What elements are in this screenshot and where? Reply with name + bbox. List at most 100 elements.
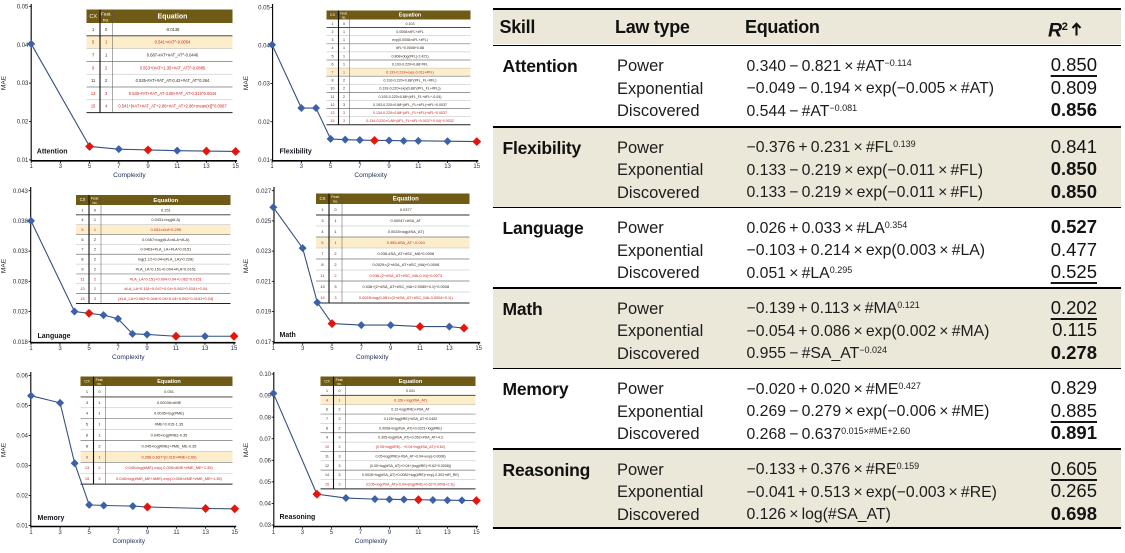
svg-text:0: 0 xyxy=(94,207,97,212)
svg-text:5: 5 xyxy=(330,530,334,536)
svg-text:3: 3 xyxy=(321,218,323,223)
svg-text:1: 1 xyxy=(334,229,336,234)
svg-text:0.018: 0.018 xyxy=(13,340,29,346)
svg-text:0.0431×log(#LA): 0.0431×log(#LA) xyxy=(151,217,181,222)
svg-text:0.036-#SA_AT+#SC_MA^0.0008: 0.036-#SA_AT+#SC_MA^0.0008 xyxy=(377,251,434,256)
svg-text:0.133-0.219×exp(-0.011×#FL): 0.133-0.219×exp(-0.011×#FL) xyxy=(386,70,434,74)
svg-text:0.045×log(#ME)-0.35: 0.045×log(#ME)-0.35 xyxy=(151,432,188,437)
svg-text:15: 15 xyxy=(231,530,238,536)
svg-text:3: 3 xyxy=(339,454,341,458)
svg-text:2: 2 xyxy=(343,79,345,83)
svg-text:0.036-(2+#SA_AT+#SC_MA-0.04)^0: 0.036-(2+#SA_AT+#SC_MA-0.04)^0.0073 xyxy=(369,273,442,278)
svg-text:9: 9 xyxy=(389,346,393,352)
svg-text:15: 15 xyxy=(231,346,238,352)
svg-text:0.0028+log(#SA_AT)+0.0082+log(: 0.0028+log(#SA_AT)+0.0082+log(#RE)+exp(-… xyxy=(362,473,459,477)
svg-text:Complexity: Complexity xyxy=(112,538,145,545)
svg-text:11: 11 xyxy=(173,346,180,352)
svg-text:0.12+log(#RE)+#SA_AT: 0.12+log(#RE)+#SA_AT xyxy=(391,408,430,412)
svg-text:3: 3 xyxy=(339,445,341,449)
svg-text:0: 0 xyxy=(98,389,101,394)
svg-text:no.: no. xyxy=(337,382,342,386)
svg-text:1: 1 xyxy=(105,52,108,57)
svg-text:1: 1 xyxy=(81,207,83,212)
svg-text:1: 1 xyxy=(343,54,345,58)
svg-text:5: 5 xyxy=(321,240,323,245)
svg-text:5: 5 xyxy=(330,346,334,352)
svg-text:0.00035×#ME: 0.00035×#ME xyxy=(157,400,182,405)
svg-text:2: 2 xyxy=(105,65,108,70)
svg-text:0.05: 0.05 xyxy=(258,5,270,11)
svg-text:2: 2 xyxy=(332,30,334,34)
svg-text:0.033: 0.033 xyxy=(13,249,29,255)
svg-text:MAE: MAE xyxy=(243,442,250,457)
svg-text:0.028: 0.028 xyxy=(13,279,29,285)
svg-text:2: 2 xyxy=(339,408,341,412)
svg-text:11: 11 xyxy=(91,78,96,83)
svg-text:#ME^0.015-1.35: #ME^0.015-1.35 xyxy=(155,422,183,427)
svg-text:Equation: Equation xyxy=(157,379,181,385)
svg-text:2: 2 xyxy=(94,237,96,242)
svg-text:3: 3 xyxy=(339,464,341,468)
svg-text:5: 5 xyxy=(332,54,334,58)
svg-text:2: 2 xyxy=(339,426,341,430)
svg-text:11: 11 xyxy=(415,530,422,536)
svg-text:0.045×log(#ME)+#ME_ME-0.35: 0.045×log(#ME)+#ME_ME-0.35 xyxy=(142,443,197,448)
svg-text:3: 3 xyxy=(94,296,96,301)
svg-text:log(1.12+0.04×(#LA_LA)^0.228): log(1.12+0.04×(#LA_LA)^0.228) xyxy=(138,257,194,262)
svg-text:0.0008×#FL+#FL: 0.0008×#FL+#FL xyxy=(396,30,424,34)
svg-text:2: 2 xyxy=(98,465,100,470)
svg-text:9: 9 xyxy=(145,346,149,352)
svg-text:Complexity: Complexity xyxy=(356,354,389,361)
svg-text:3: 3 xyxy=(86,400,88,405)
svg-text:Equation: Equation xyxy=(153,198,178,204)
svg-text:14: 14 xyxy=(320,295,325,300)
svg-text:8: 8 xyxy=(326,426,328,430)
svg-text:Memory: Memory xyxy=(38,515,65,522)
svg-text:2: 2 xyxy=(334,262,336,267)
svg-text:0.021: 0.021 xyxy=(256,279,272,285)
svg-text:7: 7 xyxy=(360,346,364,352)
svg-text:0.017: 0.017 xyxy=(256,340,272,346)
svg-text:no.: no. xyxy=(103,17,110,22)
svg-text:Complexity: Complexity xyxy=(113,172,146,179)
svg-text:(0.05+log(#RE)...+0.04+log(#SA: (0.05+log(#RE)...+0.04+log(#SA_AT)+0.62) xyxy=(376,445,445,449)
svg-text:4: 4 xyxy=(86,411,89,416)
svg-text:0.10: 0.10 xyxy=(259,372,271,378)
svg-text:0.045×log(#ME_ME+#ME)-exp(-0.0: 0.045×log(#ME_ME+#ME)-exp(-0.005×#ME+#ME… xyxy=(116,476,222,481)
svg-text:0.05: 0.05 xyxy=(17,4,29,10)
svg-text:0.0457×log(#LA×#LA+#LA): 0.0457×log(#LA×#LA+#LA) xyxy=(142,237,190,242)
svg-text:9: 9 xyxy=(146,164,150,170)
svg-text:Complexity: Complexity xyxy=(355,538,388,545)
svg-text:no.: no. xyxy=(342,15,347,19)
svg-text:0.01: 0.01 xyxy=(258,158,270,164)
svg-text:#LA_LA^0.151+0.047+0.04+0.062^: #LA_LA^0.151+0.047+0.04+0.062^0.0151+0.0… xyxy=(124,286,208,291)
svg-text:15: 15 xyxy=(325,482,329,486)
svg-text:2: 2 xyxy=(339,417,341,421)
svg-text:15: 15 xyxy=(473,164,480,170)
svg-text:3: 3 xyxy=(58,530,62,536)
svg-text:(0.05+log(#SA_AT)+0.04+(log(#R: (0.05+log(#SA_AT)+0.04+(log(#RE)+0.62^0.… xyxy=(370,464,451,468)
svg-text:1: 1 xyxy=(98,411,100,416)
svg-text:13: 13 xyxy=(91,91,96,96)
svg-text:9: 9 xyxy=(388,530,392,536)
svg-text:0.036+(2+#SA_AT+#SC_MA+2.0085+: 0.036+(2+#SA_AT+#SC_MA+2.0085+0.1)^0.000… xyxy=(362,284,449,289)
svg-text:1: 1 xyxy=(270,164,274,170)
svg-text:0.553+(#AT+1.35+#AT_AT)^-0.088: 0.553+(#AT+1.35+#AT_AT)^-0.0885 xyxy=(140,65,206,70)
svg-text:Equation: Equation xyxy=(399,379,423,385)
svg-text:12: 12 xyxy=(331,103,335,107)
svg-text:MAE: MAE xyxy=(243,258,250,273)
svg-text:0.05+log(#RE)+#SA_AT+0.04+exp(: 0.05+log(#RE)+#SA_AT+0.04+exp(-0.0008) xyxy=(375,454,445,458)
svg-text:Equation: Equation xyxy=(393,196,419,203)
svg-text:0.043: 0.043 xyxy=(13,189,29,195)
svg-text:0.0035×log(#ME): 0.0035×log(#ME) xyxy=(154,411,185,416)
svg-text:0.193-0.220×0.88^(#FL_FL+#FL): 0.193-0.220×0.88^(#FL_FL+#FL) xyxy=(383,79,436,83)
svg-text:15: 15 xyxy=(80,296,84,301)
svg-text:15: 15 xyxy=(331,119,335,123)
svg-text:7: 7 xyxy=(359,530,363,536)
svg-text:0.955-#SA_AT^-0.024: 0.955-#SA_AT^-0.024 xyxy=(387,240,426,245)
svg-text:0.041: 0.041 xyxy=(406,389,415,393)
svg-text:0.125+log(#RE)+#SA_AT+0.0452: 0.125+log(#RE)+#SA_AT+0.0452 xyxy=(384,417,438,421)
svg-text:4: 4 xyxy=(105,104,108,109)
svg-text:Equation: Equation xyxy=(399,13,421,19)
svg-text:0.193-0.220×0.88^#FL: 0.193-0.220×0.88^#FL xyxy=(392,62,428,66)
